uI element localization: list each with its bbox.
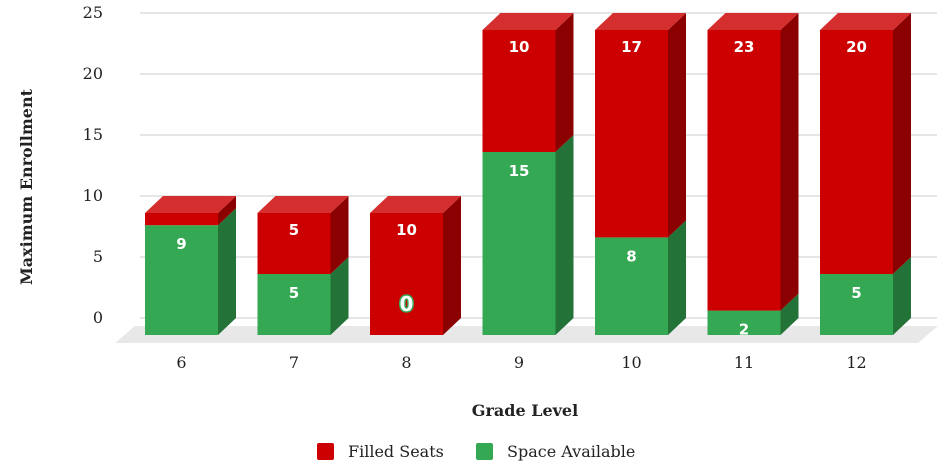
bar-filled-seats-8-front <box>370 213 443 335</box>
bar-space-available-12-front <box>820 274 893 335</box>
bar-filled-seats-9-side <box>555 13 574 152</box>
bar-space-available-12 <box>820 257 911 335</box>
y-axis-title: Maximum Enrollment <box>17 88 36 285</box>
data-label-filled-seats: 17 <box>621 38 642 56</box>
bar-space-available-6-side <box>218 208 236 335</box>
y-tick-label: 20 <box>83 64 103 83</box>
data-label-filled-seats: 10 <box>396 221 417 239</box>
bar-space-available-10-front <box>595 237 668 335</box>
x-tick-label: 12 <box>846 353 866 372</box>
bar-filled-seats-12-side <box>893 13 911 274</box>
bar-space-available-7-side <box>330 257 349 335</box>
data-label-space-available: 15 <box>509 162 530 180</box>
x-tick-label: 9 <box>514 353 524 372</box>
legend-swatch <box>476 443 493 460</box>
x-tick-label: 6 <box>176 353 186 372</box>
bar-space-available-6 <box>145 208 236 335</box>
legend-label: Filled Seats <box>348 442 444 461</box>
y-tick-label: 25 <box>83 3 103 22</box>
bar-filled-seats-9 <box>482 13 574 152</box>
legend-swatch <box>317 443 334 460</box>
data-labels: 9 5 5 0 10 15 10 8 17 2 23 5 20 <box>176 38 867 339</box>
bar-filled-seats-10 <box>595 13 686 238</box>
legend-label: Space Available <box>507 442 635 461</box>
bar-stack-9-top <box>482 13 574 30</box>
bar-filled-seats-8 <box>370 196 461 335</box>
data-label-filled-seats: 10 <box>509 38 530 56</box>
bar-filled-seats-7 <box>257 196 349 274</box>
bar-filled-seats-10-side <box>668 13 686 238</box>
bar-filled-seats-12 <box>820 13 911 274</box>
x-axis-title: Grade Level <box>472 401 578 420</box>
bar-space-available-11-side <box>780 293 799 335</box>
bar-space-available-10-side <box>668 220 686 335</box>
bar-filled-seats-7-front <box>257 213 331 274</box>
bar-stack-7-top <box>257 196 349 213</box>
bar-stack-11-top <box>707 13 799 30</box>
data-label-space-available: 5 <box>851 284 861 302</box>
bar-filled-seats-8-side <box>443 196 461 335</box>
x-tick-label: 7 <box>289 353 299 372</box>
x-axis-ticks: 6 7 8 9 10 11 12 <box>176 353 866 372</box>
bar-stack-8-top <box>370 196 461 213</box>
bar-stack-6-top <box>145 196 236 213</box>
bar-space-available-9-front <box>482 152 556 335</box>
bar-filled-seats-6 <box>145 196 236 226</box>
bar-space-available-9-side <box>555 135 574 335</box>
bar-filled-seats-6-side <box>218 196 236 226</box>
bar-space-available-7 <box>257 257 349 335</box>
bar-stack-10-top <box>595 13 686 30</box>
x-tick-label: 10 <box>621 353 641 372</box>
data-label-space-available: 9 <box>176 235 186 253</box>
bar-filled-seats-12-front <box>820 30 893 274</box>
bar-space-available-11 <box>707 293 799 335</box>
y-tick-label: 0 <box>93 308 103 327</box>
bar-filled-seats-10-front <box>595 30 668 238</box>
legend: Filled Seats Space Available <box>317 442 635 461</box>
y-tick-label: 10 <box>83 186 103 205</box>
bars <box>145 13 911 335</box>
data-label-space-available: 2 <box>739 321 749 339</box>
data-label-filled-seats: 23 <box>734 38 755 56</box>
bar-space-available-10 <box>595 220 686 335</box>
legend-item: Space Available <box>476 442 635 461</box>
bar-space-available-12-side <box>893 257 911 335</box>
y-axis-ticks: 0 5 10 15 20 25 <box>83 3 103 327</box>
data-label-space-available: 5 <box>289 284 299 302</box>
bar-space-available-7-front <box>257 274 331 335</box>
bar-filled-seats-11-side <box>780 13 799 311</box>
bar-filled-seats-11 <box>707 13 799 311</box>
y-tick-label: 15 <box>83 125 103 144</box>
bar-space-available-11-front <box>707 310 781 335</box>
bar-space-available-6-front <box>145 225 218 335</box>
legend-item: Filled Seats <box>317 442 444 461</box>
data-label-space-available: 0 <box>400 292 414 316</box>
bar-space-available-9 <box>482 135 574 335</box>
x-tick-label: 8 <box>401 353 411 372</box>
bar-stack-12-top <box>820 13 911 30</box>
bar-filled-seats-7-side <box>330 196 349 274</box>
bar-filled-seats-6-front <box>145 213 218 226</box>
data-label-filled-seats: 5 <box>289 221 299 239</box>
bar-filled-seats-11-front <box>707 30 781 311</box>
y-tick-label: 5 <box>93 247 103 266</box>
x-tick-label: 11 <box>734 353 754 372</box>
data-label-filled-seats: 20 <box>846 38 867 56</box>
bar-filled-seats-9-front <box>482 30 556 152</box>
data-label-space-available: 8 <box>626 247 636 265</box>
